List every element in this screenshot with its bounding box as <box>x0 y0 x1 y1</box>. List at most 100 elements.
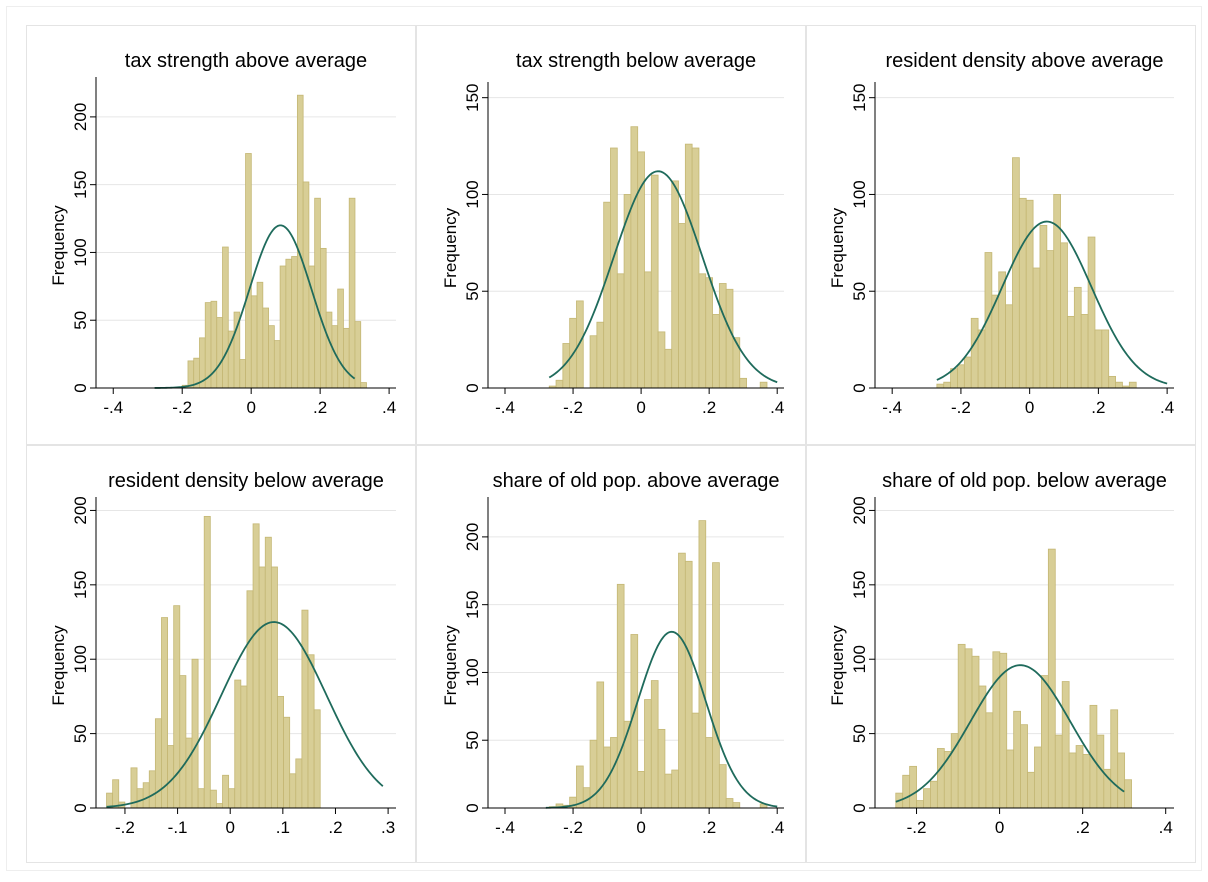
y-tick-label: 200 <box>71 496 90 524</box>
histogram-bar <box>1075 745 1084 809</box>
x-tick-label: -.4 <box>882 398 902 417</box>
histogram-panel-2: 0 50 100 150 -.4 -.2 0 .2 .4 Frequency tax strengt… <box>416 25 806 445</box>
normal-curve <box>936 220 1168 385</box>
histogram-bar <box>295 758 303 809</box>
x-tick-label: .4 <box>1160 398 1174 417</box>
histogram-bar <box>1006 749 1015 809</box>
x-tick-label: .1 <box>276 818 290 837</box>
histogram-bar <box>725 798 734 809</box>
x-tick-label: .4 <box>770 398 784 417</box>
histogram-bar <box>1082 754 1091 809</box>
y-tick-label: 150 <box>850 83 869 111</box>
panel-border <box>806 25 1196 445</box>
histogram-bar <box>167 745 175 809</box>
x-tick-label: -.4 <box>103 398 123 417</box>
histogram-bar <box>1068 752 1077 809</box>
x-tick-label: .2 <box>313 398 327 417</box>
histogram-bar <box>161 617 168 809</box>
histogram-bar <box>348 197 356 389</box>
histogram-bar <box>279 265 287 389</box>
histogram-bar <box>992 651 1001 809</box>
histogram-bar <box>555 379 564 389</box>
histogram-bar <box>1087 236 1096 389</box>
histogram-bar <box>185 737 193 809</box>
histogram-bar <box>240 685 248 809</box>
normal-curve <box>895 664 1125 803</box>
histogram-bar <box>1046 250 1055 389</box>
x-tick-label: .2 <box>702 398 716 417</box>
x-tick-label: -.1 <box>168 818 188 837</box>
y-tick-label: 0 <box>71 803 90 812</box>
y-tick-label: 50 <box>850 282 869 301</box>
histogram-bar <box>1080 314 1089 389</box>
figure-frame <box>6 6 1202 871</box>
histogram-bar <box>343 327 350 389</box>
histogram-bar <box>657 728 666 809</box>
histogram-bar <box>977 329 986 389</box>
y-tick-label: 100 <box>850 645 869 673</box>
histogram-bar <box>1067 315 1075 389</box>
histogram-bar <box>1115 381 1123 389</box>
x-tick-label: -.4 <box>495 398 515 417</box>
histogram-bar <box>671 769 679 809</box>
bar-series <box>548 520 768 809</box>
y-tick-label: 0 <box>850 803 869 812</box>
histogram-bar <box>197 788 205 809</box>
histogram-bar <box>630 126 639 389</box>
y-tick-label: 50 <box>71 724 90 743</box>
histogram-bar <box>1027 771 1035 809</box>
histogram-bar <box>296 94 304 389</box>
histogram-bar <box>1005 304 1013 389</box>
panel-title: resident density above average <box>886 50 1164 72</box>
histogram-bar <box>277 696 284 809</box>
bar-series <box>106 515 321 809</box>
histogram-bar <box>712 562 720 809</box>
y-tick-label: 50 <box>850 724 869 743</box>
panel-border <box>26 25 416 445</box>
histogram-bar <box>644 271 652 389</box>
histogram-bar <box>234 679 242 809</box>
histogram-bar <box>301 609 309 809</box>
histogram-bar <box>712 314 720 389</box>
histogram-bar <box>262 307 269 389</box>
histogram-bar <box>691 147 700 389</box>
panel-title: tax strength above average <box>125 50 367 72</box>
bar-series <box>181 94 367 389</box>
histogram-bar <box>970 317 979 389</box>
histogram-bar <box>289 773 297 809</box>
histogram-bar <box>1025 199 1034 389</box>
histogram-bar <box>1054 734 1063 809</box>
x-tick-label: .4 <box>770 818 784 837</box>
histogram-bar <box>616 583 625 809</box>
histogram-bar <box>246 590 254 809</box>
x-tick-label: 0 <box>995 818 1004 837</box>
x-tick-label: -.2 <box>563 398 583 417</box>
histogram-bar <box>360 382 367 389</box>
normal-curve <box>154 224 356 389</box>
histogram-panel-4: 0 50 100 150 200 -.2 -.1 0 .1 .2 .3 Frequency reside… <box>26 445 416 863</box>
x-tick-label: 0 <box>225 818 234 837</box>
histogram-panel-3: 0 50 100 150 -.4 -.2 0 .2 .4 Frequency resident de… <box>806 25 1196 445</box>
y-tick-label: 50 <box>463 731 482 750</box>
histogram-bar <box>718 764 727 809</box>
histogram-bar <box>596 321 605 389</box>
x-tick-label: -.2 <box>563 818 583 837</box>
panel-border <box>26 445 416 863</box>
y-tick-label: 200 <box>463 523 482 551</box>
histogram-bar <box>222 774 230 809</box>
histogram-bar <box>589 335 598 389</box>
histogram-bar <box>616 273 625 389</box>
y-tick-label: 0 <box>71 383 90 392</box>
y-tick-label: 100 <box>71 645 90 673</box>
histogram-bar <box>325 311 333 389</box>
histogram-bar <box>1073 286 1082 389</box>
histogram-bar <box>1034 746 1042 809</box>
histogram-bar <box>313 709 321 809</box>
y-tick-label: 150 <box>71 571 90 599</box>
histogram-bar <box>1101 329 1110 389</box>
histogram-bar <box>718 283 727 389</box>
histogram-bar <box>1117 752 1126 809</box>
histogram-bar <box>923 788 931 809</box>
